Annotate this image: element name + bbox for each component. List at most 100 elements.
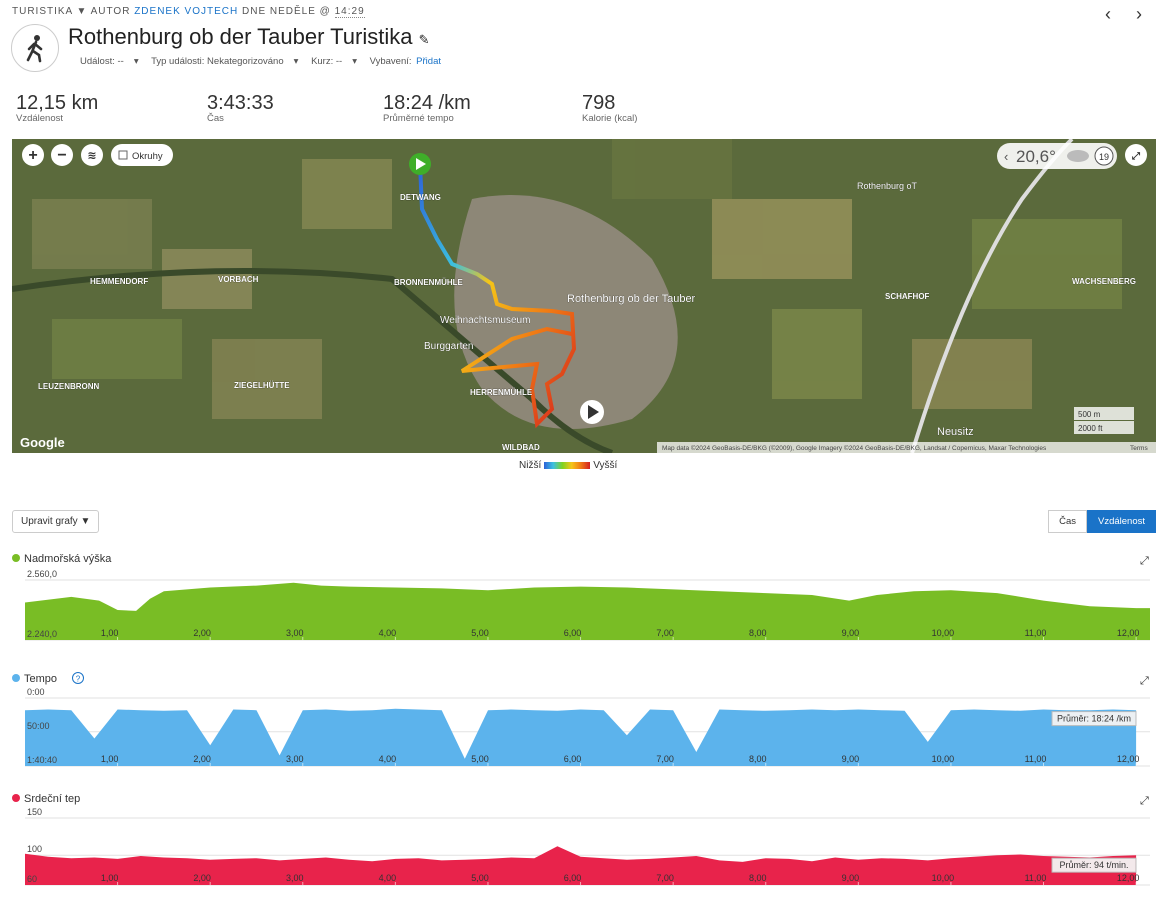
temperature: 20,6°	[1016, 147, 1056, 166]
average-label: Průměr: 18:24 /km	[1057, 714, 1131, 724]
scale-box	[1074, 421, 1134, 434]
prev-next[interactable]: ‹ ›	[1105, 4, 1152, 24]
zoom-out[interactable]	[51, 144, 73, 166]
average-box	[1051, 711, 1137, 727]
y-tick-label: 2.560,0	[27, 569, 57, 579]
y-tick-label: 60	[27, 874, 37, 884]
chart-title: Srdeční tep	[24, 793, 80, 805]
x-tick-label: 12,00	[1117, 628, 1140, 638]
attribution: Map data ©2024 GeoBasis-DE/BKG (©2009), …	[662, 444, 1047, 452]
scale-label: 2000 ft	[1078, 424, 1103, 433]
zoom-in-icon: +	[28, 147, 37, 164]
chart-title: Nadmořská výška	[24, 553, 112, 565]
series-dot	[12, 674, 20, 682]
river-valley	[12, 268, 613, 453]
gear-link[interactable]: Přidat	[416, 56, 441, 67]
edit-icon[interactable]: ✎	[418, 32, 430, 47]
x-tick-label: 11,00	[1025, 873, 1047, 883]
course[interactable]: Kurz: --	[311, 56, 343, 67]
fields	[32, 139, 1122, 419]
expand-icon[interactable]: ⤢	[1140, 675, 1149, 687]
average-label: Průměr: 94 t/min.	[1059, 860, 1128, 870]
place-label: WACHSENBERG	[1072, 277, 1136, 286]
route	[418, 163, 577, 429]
stat-value: 12,15 km	[16, 92, 99, 114]
fullscreen[interactable]	[1125, 144, 1147, 166]
zoom-out-icon: −	[57, 147, 66, 164]
y-tick-label: 0:00	[27, 687, 45, 697]
scale-label: 500 m	[1078, 410, 1101, 419]
fullscreen-icon: ⤢	[1132, 151, 1140, 162]
x-tick-label: 5,00	[471, 628, 489, 638]
legend-high: Vyšší	[593, 460, 618, 471]
toggle-distance[interactable]: Vzdálenost	[1086, 510, 1156, 533]
activity-icon	[11, 24, 59, 72]
map-canvas[interactable]: Rothenburg ob der Tauber HEMMENDORF VORB…	[12, 139, 1156, 453]
x-tick-label: 4,00	[379, 873, 397, 883]
wind-speed: 19	[1099, 152, 1109, 162]
area	[25, 708, 1137, 766]
x-tick-label: 5,00	[471, 754, 489, 764]
x-tick-label: 1,00	[101, 628, 119, 638]
map-labels: Rothenburg ob der Tauber HEMMENDORF VORB…	[38, 181, 1136, 452]
place-label: LEUZENBRONN	[38, 382, 100, 391]
place-label: HERRENMÜHLE	[470, 388, 533, 397]
checkbox[interactable]	[118, 150, 128, 160]
cloud-icon	[1067, 150, 1089, 162]
activity-meta: Událost: -- ▾ Typ události: Nekategorizov…	[80, 56, 441, 67]
activity-type[interactable]: TURISTIKA	[12, 6, 73, 17]
y-tick-label: 100	[27, 844, 42, 854]
edit-charts-button[interactable]: Upravit grafy ▼	[12, 510, 100, 533]
x-tick-label: 12,00	[1117, 873, 1140, 883]
layers[interactable]	[81, 144, 103, 166]
x-tick-label: 2,00	[193, 873, 211, 883]
event[interactable]: Událost: --	[80, 56, 124, 67]
weather-prev[interactable]: ‹	[1004, 149, 1008, 164]
stat-value: 798	[582, 92, 616, 114]
stat-label: Čas	[207, 113, 224, 124]
area	[25, 582, 1150, 640]
terms-link[interactable]: Terms	[1130, 445, 1148, 452]
series-dot	[12, 794, 20, 802]
attribution-bg	[657, 442, 1156, 453]
place-label: BRONNENMÜHLE	[394, 278, 464, 287]
event-type[interactable]: Typ události: Nekategorizováno	[151, 56, 284, 67]
expand-icon[interactable]: ⤢	[1140, 795, 1149, 807]
map-legend: Nižší Vyšší	[519, 460, 617, 471]
x-tick-label: 2,00	[193, 754, 211, 764]
layers-icon: ≋	[87, 150, 96, 162]
x-tick-label: 3,00	[286, 628, 304, 638]
x-tick-label: 7,00	[656, 873, 674, 883]
map-controls: + − ≋ Okruhy ‹ 20,6° 19 ⤢	[22, 143, 1147, 169]
legend-low: Nižší	[519, 460, 542, 471]
x-tick-label: 9,00	[842, 754, 860, 764]
x-tick-label: 8,00	[749, 873, 767, 883]
help-icon-mark: ?	[76, 675, 81, 684]
map[interactable]: Rothenburg ob der Tauber HEMMENDORF VORB…	[12, 139, 1156, 453]
place-label: VORBACH	[218, 275, 259, 284]
author-link[interactable]: ZDENEK VOJTECH	[134, 6, 239, 17]
weather-widget[interactable]	[997, 143, 1117, 169]
scale-box	[1074, 407, 1134, 420]
place-label: Rothenburg ob der Tauber	[567, 293, 696, 305]
zoom-in[interactable]	[22, 144, 44, 166]
place-label: Rothenburg oT	[857, 181, 918, 191]
help-icon[interactable]	[72, 672, 84, 684]
expand-icon[interactable]: ⤢	[1140, 555, 1149, 567]
x-tick-label: 7,00	[656, 628, 674, 638]
layers-toggle[interactable]	[111, 144, 173, 166]
title-text: Rothenburg ob der Tauber Turistika	[68, 24, 413, 49]
x-tick-label: 1,00	[101, 754, 119, 764]
x-tick-label: 8,00	[749, 628, 767, 638]
toggle-time[interactable]: Čas	[1048, 510, 1087, 533]
stat: 12,15 km Vzdálenost	[16, 92, 98, 124]
time[interactable]: 14:29	[334, 6, 365, 18]
area	[25, 846, 1137, 885]
place-label: DETWANG	[400, 193, 441, 202]
x-tick-label: 9,00	[842, 873, 860, 883]
play-icon	[588, 405, 599, 419]
wind-icon	[1094, 146, 1114, 166]
activity-title: Rothenburg ob der Tauber Turistika ✎	[68, 24, 430, 50]
google-logo: Google	[20, 435, 65, 450]
